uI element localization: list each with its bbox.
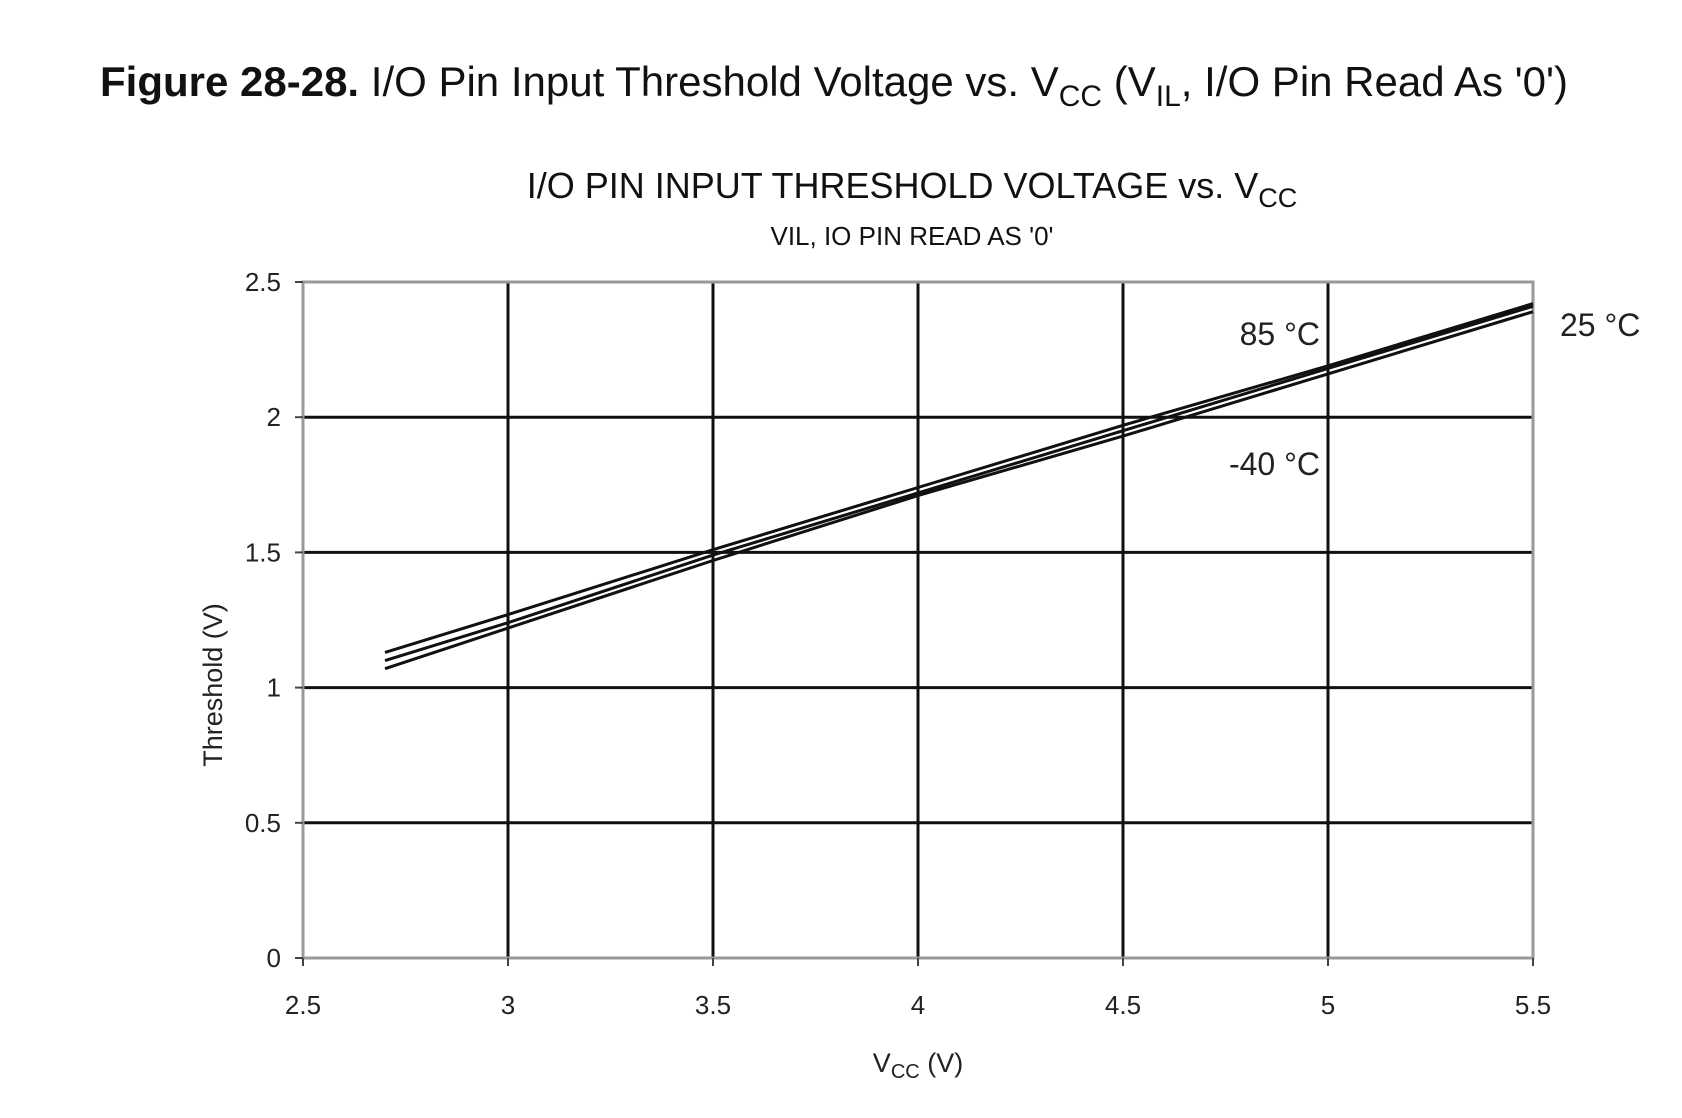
y-tick-label: 0.5 <box>245 808 281 838</box>
caption-sub-cc: CC <box>1058 80 1103 113</box>
y-tick-label: 1.5 <box>245 537 281 567</box>
caption-text-2: (V <box>1102 58 1156 105</box>
figure-caption: Figure 28-28. I/O Pin Input Threshold Vo… <box>100 58 1568 114</box>
chart-subtitle: VIL, IO PIN READ AS '0' <box>770 221 1053 251</box>
x-tick-label: 5 <box>1321 990 1335 1020</box>
y-axis-label: Threshold (V) <box>198 603 228 767</box>
chart-title-sub: CC <box>1258 183 1297 213</box>
series <box>384 302 1534 671</box>
series-label-85c: 85 °C <box>1240 316 1320 352</box>
x-tick-label: 3.5 <box>695 990 731 1020</box>
x-tick-label: 4.5 <box>1105 990 1141 1020</box>
x-tick-label: 4 <box>911 990 925 1020</box>
caption-sub-il: IL <box>1155 80 1181 113</box>
y-tick-label: 2.5 <box>245 267 281 297</box>
ticks: 2.5 3 3.5 4 4.5 5 5.5 0 0.5 1 1.5 2 2.5 <box>245 267 1551 1020</box>
series-line <box>384 310 1534 671</box>
chart-title-main: I/O PIN INPUT THRESHOLD VOLTAGE vs. V <box>527 165 1258 206</box>
series-line <box>384 302 1534 654</box>
y-tick-label: 2 <box>267 402 281 432</box>
series-label-minus40c: -40 °C <box>1229 446 1320 482</box>
y-tick-label: 1 <box>267 673 281 703</box>
x-tick-label: 5.5 <box>1515 990 1551 1020</box>
series-label-25c: 25 °C <box>1560 307 1640 343</box>
x-tick-label: 3 <box>501 990 515 1020</box>
chart-title: I/O PIN INPUT THRESHOLD VOLTAGE vs. VCC <box>527 165 1297 213</box>
caption-text-3: , I/O Pin Read As '0') <box>1180 58 1569 105</box>
x-axis-label-sub: CC <box>891 1061 920 1083</box>
figure-number: Figure 28-28. <box>100 58 360 105</box>
x-tick-label: 2.5 <box>285 990 321 1020</box>
series-line <box>384 304 1534 663</box>
grid <box>303 282 1533 958</box>
x-axis-label-main: V <box>873 1048 891 1078</box>
x-axis-label: VCC (V) <box>873 1048 963 1083</box>
caption-text-1: I/O Pin Input Threshold Voltage vs. V <box>370 58 1059 105</box>
y-tick-label: 0 <box>267 943 281 973</box>
x-axis-label-unit: (V) <box>920 1048 964 1078</box>
